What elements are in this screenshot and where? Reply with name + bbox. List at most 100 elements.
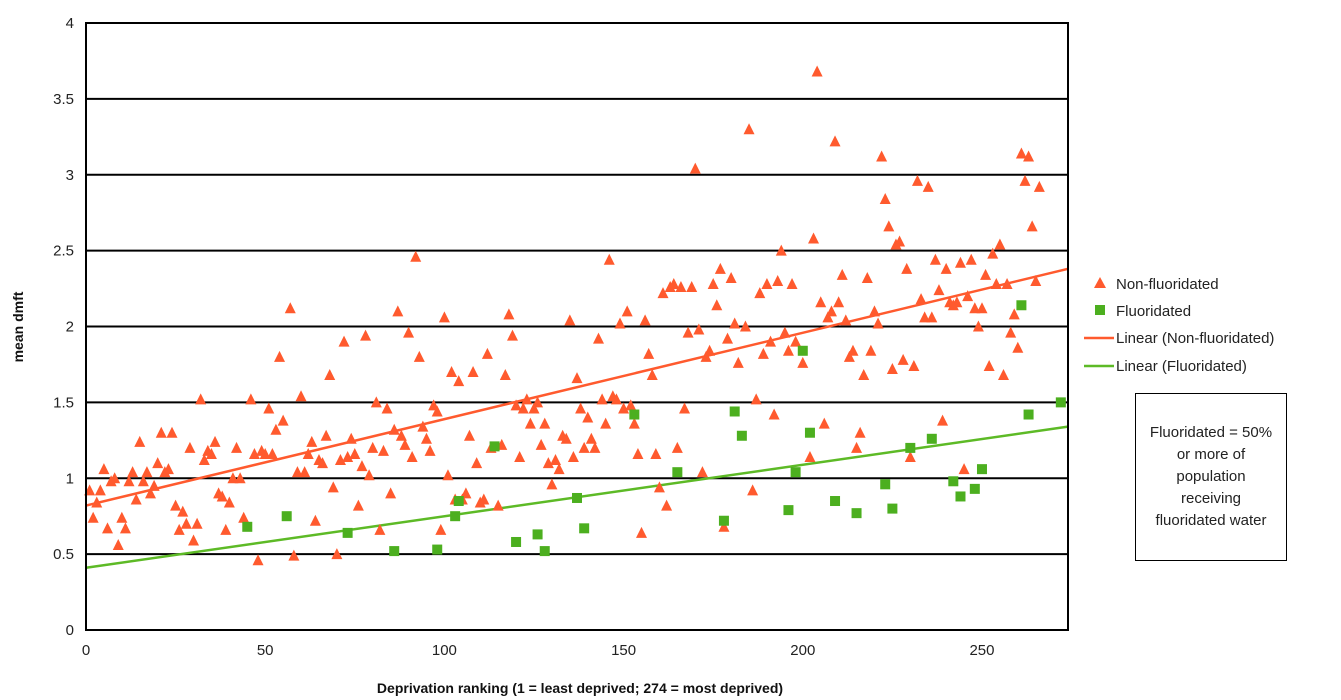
point-non-fluoridated — [438, 311, 450, 323]
point-non-fluoridated — [170, 499, 182, 511]
point-non-fluoridated — [413, 350, 425, 362]
y-tick-label: 1.5 — [53, 394, 74, 411]
point-non-fluoridated — [578, 441, 590, 453]
point-non-fluoridated — [478, 493, 490, 505]
point-non-fluoridated — [833, 296, 845, 308]
point-non-fluoridated — [453, 375, 465, 387]
point-non-fluoridated — [514, 451, 526, 463]
point-non-fluoridated — [1033, 180, 1045, 192]
point-non-fluoridated — [653, 481, 665, 493]
point-fluoridated — [718, 515, 729, 526]
legend-marker-fluoridated — [1095, 305, 1105, 315]
x-tick-label: 200 — [790, 642, 815, 659]
point-non-fluoridated — [836, 268, 848, 280]
point-non-fluoridated — [467, 366, 479, 378]
point-non-fluoridated — [234, 472, 246, 484]
point-non-fluoridated — [248, 447, 260, 459]
point-non-fluoridated — [130, 493, 142, 505]
point-non-fluoridated — [865, 344, 877, 356]
point-non-fluoridated — [123, 475, 135, 487]
point-non-fluoridated — [851, 441, 863, 453]
point-non-fluoridated — [987, 247, 999, 259]
point-non-fluoridated — [951, 296, 963, 308]
point-non-fluoridated — [732, 356, 744, 368]
note-line: population — [1176, 468, 1246, 485]
point-non-fluoridated — [997, 369, 1009, 381]
point-non-fluoridated — [155, 426, 167, 438]
note-line: or more of — [1176, 446, 1246, 463]
point-non-fluoridated — [636, 526, 648, 538]
note-line: receiving — [1180, 490, 1242, 507]
point-non-fluoridated — [671, 441, 683, 453]
point-non-fluoridated — [406, 451, 418, 463]
point-non-fluoridated — [288, 549, 300, 561]
point-fluoridated — [629, 409, 640, 420]
point-non-fluoridated — [342, 451, 354, 463]
point-non-fluoridated — [879, 193, 891, 205]
point-non-fluoridated — [747, 484, 759, 496]
point-non-fluoridated — [327, 481, 339, 493]
point-non-fluoridated — [492, 499, 504, 511]
legend: Non-fluoridated Fluoridated Linear (Non-… — [1084, 276, 1274, 375]
point-non-fluoridated — [779, 326, 791, 338]
point-fluoridated — [887, 503, 898, 514]
point-non-fluoridated — [539, 417, 551, 429]
x-tick-label: 100 — [432, 642, 457, 659]
point-fluoridated — [976, 464, 987, 475]
point-non-fluoridated — [929, 253, 941, 265]
point-non-fluoridated — [223, 496, 235, 508]
point-non-fluoridated — [722, 332, 734, 344]
point-non-fluoridated — [209, 435, 221, 447]
point-non-fluoridated — [679, 402, 691, 414]
point-non-fluoridated — [180, 517, 192, 529]
point-non-fluoridated — [969, 302, 981, 314]
point-non-fluoridated — [420, 432, 432, 444]
point-non-fluoridated — [324, 369, 336, 381]
point-non-fluoridated — [693, 323, 705, 335]
point-non-fluoridated — [442, 469, 454, 481]
point-non-fluoridated — [696, 466, 708, 478]
x-tick-label: 150 — [611, 642, 636, 659]
point-non-fluoridated — [446, 366, 458, 378]
point-non-fluoridated — [625, 399, 637, 411]
point-non-fluoridated — [524, 417, 536, 429]
trendline-linear-non-fluoridated — [85, 267, 1069, 507]
note-line: Fluoridated = 50% — [1149, 424, 1273, 441]
point-non-fluoridated — [632, 447, 644, 459]
y-tick-label: 0 — [66, 622, 74, 639]
point-non-fluoridated — [374, 523, 386, 535]
point-fluoridated — [342, 527, 353, 538]
point-non-fluoridated — [252, 554, 264, 566]
point-non-fluoridated — [381, 402, 393, 414]
grid-lines — [86, 97, 1068, 556]
point-non-fluoridated — [345, 432, 357, 444]
point-fluoridated — [511, 536, 522, 547]
point-non-fluoridated — [517, 402, 529, 414]
point-non-fluoridated — [757, 347, 769, 359]
point-non-fluoridated — [958, 463, 970, 475]
point-non-fluoridated — [245, 393, 257, 405]
point-non-fluoridated — [894, 235, 906, 247]
y-tick-label: 2 — [66, 319, 74, 336]
point-non-fluoridated — [102, 522, 114, 534]
point-non-fluoridated — [231, 441, 243, 453]
x-axis-title: Deprivation ranking (1 = least deprived;… — [377, 680, 783, 696]
point-non-fluoridated — [589, 441, 601, 453]
point-non-fluoridated — [392, 305, 404, 317]
x-tick-label: 0 — [82, 642, 90, 659]
point-non-fluoridated — [743, 123, 755, 135]
point-non-fluoridated — [765, 335, 777, 347]
point-non-fluoridated — [109, 472, 121, 484]
point-non-fluoridated — [385, 487, 397, 499]
point-non-fluoridated — [886, 362, 898, 374]
point-non-fluoridated — [309, 514, 321, 526]
point-non-fluoridated — [621, 305, 633, 317]
point-non-fluoridated — [277, 414, 289, 426]
point-non-fluoridated — [166, 426, 178, 438]
point-fluoridated — [389, 546, 400, 557]
point-non-fluoridated — [750, 393, 762, 405]
point-non-fluoridated — [782, 344, 794, 356]
point-non-fluoridated — [628, 417, 640, 429]
point-non-fluoridated — [600, 417, 612, 429]
